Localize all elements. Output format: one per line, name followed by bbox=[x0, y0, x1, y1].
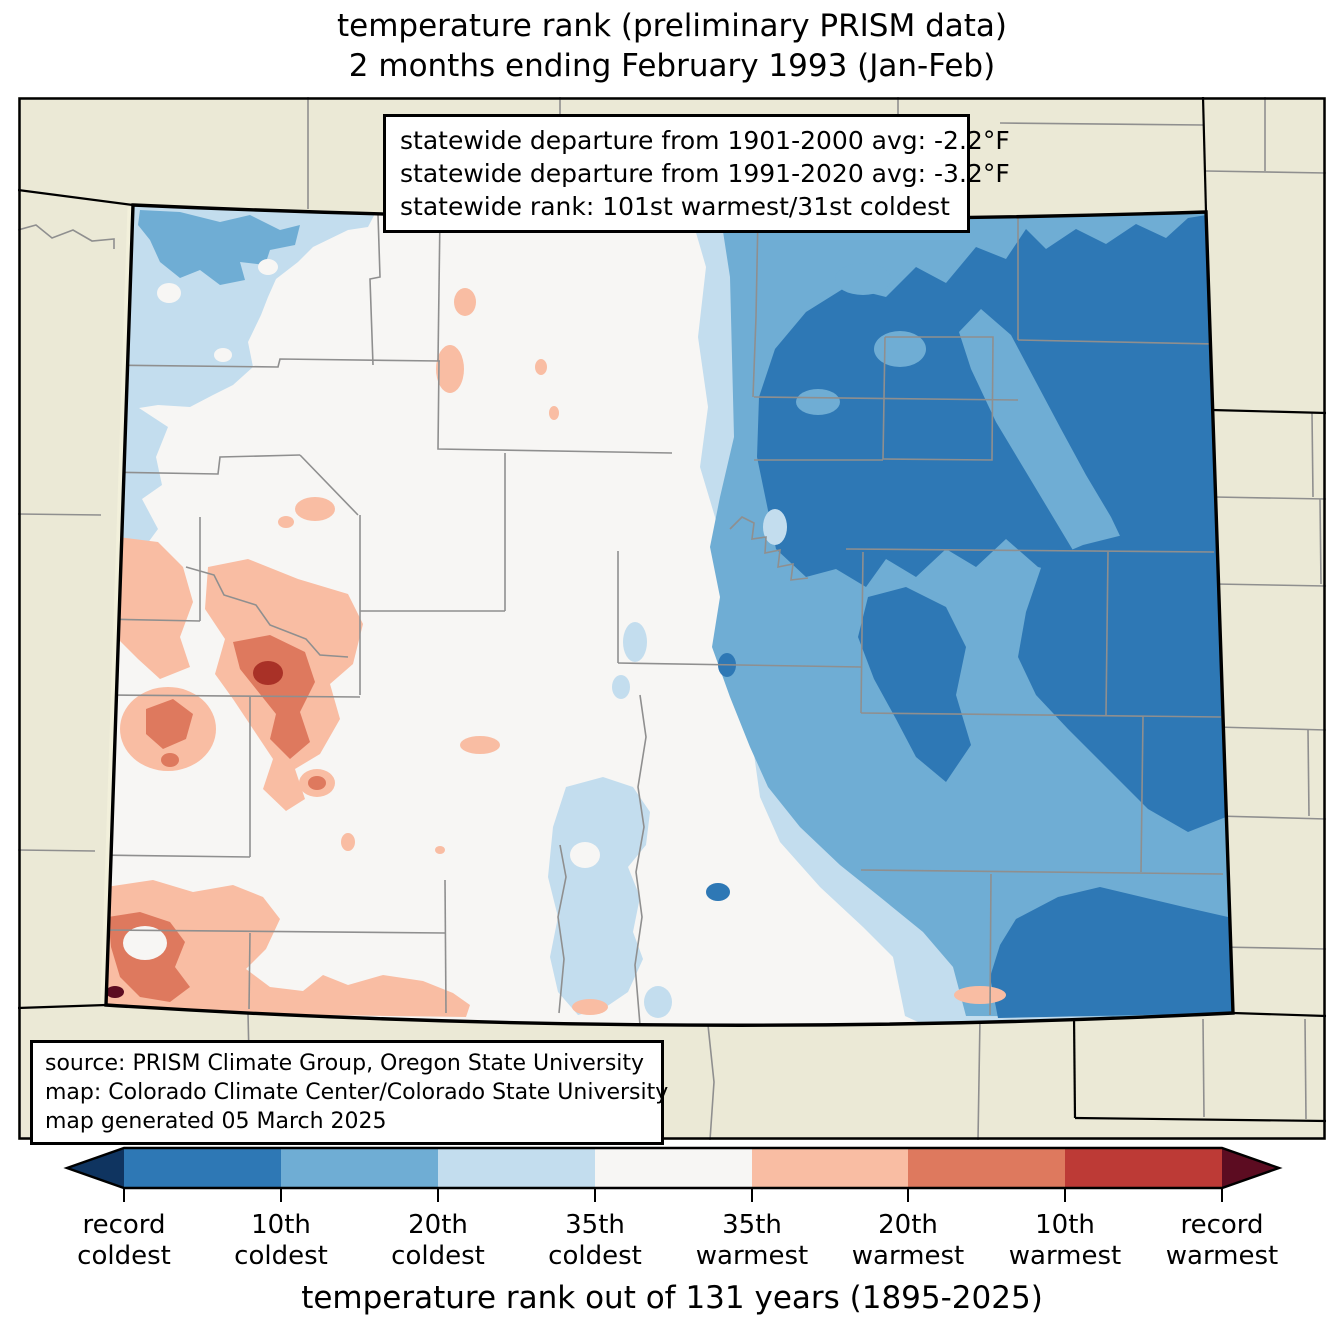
source-line-2: map: Colorado Climate Center/Colorado St… bbox=[45, 1080, 669, 1105]
temperature-rank-colorbar: record coldest 10th coldest 20th coldest… bbox=[63, 1146, 1283, 1316]
svg-text:warmest: warmest bbox=[1009, 1241, 1122, 1271]
stats-line-1: statewide departure from 1901-2000 avg: … bbox=[400, 126, 1010, 155]
svg-text:10th: 10th bbox=[1035, 1210, 1095, 1240]
stats-line-2: statewide departure from 1991-2020 avg: … bbox=[400, 159, 1010, 188]
record-warmest-arrow bbox=[1222, 1148, 1279, 1188]
map-frame bbox=[18, 97, 1326, 1140]
svg-text:warmest: warmest bbox=[1166, 1241, 1279, 1271]
svg-text:35th: 35th bbox=[565, 1210, 625, 1240]
colorbar-title: temperature rank out of 131 years (1895-… bbox=[301, 1280, 1043, 1316]
neighbor-state-lines bbox=[18, 97, 1326, 1123]
svg-text:20th: 20th bbox=[878, 1210, 938, 1240]
svg-text:record: record bbox=[1180, 1210, 1263, 1240]
utah-border-sliver bbox=[100, 206, 135, 1004]
svg-text:coldest: coldest bbox=[391, 1241, 485, 1271]
svg-text:35th: 35th bbox=[722, 1210, 782, 1240]
source-attribution-box: source: PRISM Climate Group, Oregon Stat… bbox=[30, 1040, 669, 1145]
svg-text:coldest: coldest bbox=[77, 1241, 171, 1271]
statewide-stats-box: statewide departure from 1901-2000 avg: … bbox=[383, 114, 1010, 233]
svg-text:warmest: warmest bbox=[852, 1241, 965, 1271]
svg-text:10th: 10th bbox=[251, 1210, 311, 1240]
stats-line-3: statewide rank: 101st warmest/31st colde… bbox=[400, 192, 950, 221]
title-line-2: 2 months ending February 1993 (Jan-Feb) bbox=[348, 48, 996, 84]
svg-text:warmest: warmest bbox=[696, 1241, 809, 1271]
source-line-1: source: PRISM Climate Group, Oregon Stat… bbox=[45, 1051, 645, 1076]
record-coldest-arrow bbox=[67, 1148, 124, 1188]
svg-text:coldest: coldest bbox=[548, 1241, 642, 1271]
colorado-temperature-rank-map bbox=[18, 97, 1326, 1140]
colorbar-tick-labels: record coldest 10th coldest 20th coldest… bbox=[77, 1210, 1278, 1271]
svg-text:20th: 20th bbox=[408, 1210, 468, 1240]
colorbar-segments bbox=[63, 1146, 1283, 1190]
svg-text:coldest: coldest bbox=[234, 1241, 328, 1271]
colorbar-ticks bbox=[123, 1188, 1223, 1202]
title-line-1: temperature rank (preliminary PRISM data… bbox=[336, 8, 1007, 44]
county-boundaries bbox=[106, 214, 1224, 1026]
svg-text:record: record bbox=[82, 1210, 165, 1240]
source-line-3: map generated 05 March 2025 bbox=[45, 1109, 387, 1134]
page-title: temperature rank (preliminary PRISM data… bbox=[0, 6, 1344, 86]
colorado-fill-layers bbox=[106, 205, 1233, 1026]
